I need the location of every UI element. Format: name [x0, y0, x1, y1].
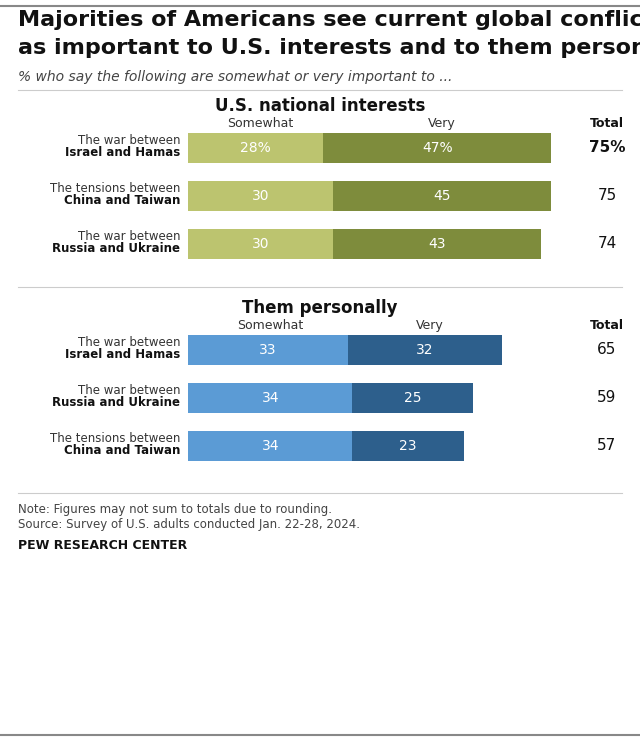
- Text: Russia and Ukraine: Russia and Ukraine: [52, 242, 180, 255]
- Text: Very: Very: [416, 319, 444, 332]
- Text: Somewhat: Somewhat: [227, 117, 294, 130]
- Text: Russia and Ukraine: Russia and Ukraine: [52, 396, 180, 409]
- Text: 74: 74: [597, 236, 616, 251]
- Bar: [188, 431, 353, 461]
- Text: The tensions between: The tensions between: [50, 182, 180, 195]
- Text: 75%: 75%: [589, 141, 625, 156]
- Bar: [333, 229, 541, 259]
- Text: Them personally: Them personally: [243, 299, 397, 317]
- Bar: [188, 383, 353, 413]
- Text: 30: 30: [252, 189, 269, 203]
- Text: Majorities of Americans see current global conflicts: Majorities of Americans see current glob…: [18, 10, 640, 30]
- Text: The war between: The war between: [77, 230, 180, 243]
- Text: % who say the following are somewhat or very important to ...: % who say the following are somewhat or …: [18, 70, 452, 84]
- Text: Note: Figures may not sum to totals due to rounding.: Note: Figures may not sum to totals due …: [18, 503, 332, 516]
- Text: Somewhat: Somewhat: [237, 319, 303, 332]
- Bar: [188, 133, 323, 163]
- Text: 33: 33: [259, 343, 276, 357]
- Text: as important to U.S. interests and to them personally: as important to U.S. interests and to th…: [18, 38, 640, 58]
- Text: 45: 45: [433, 189, 451, 203]
- Text: The tensions between: The tensions between: [50, 432, 180, 445]
- Text: 59: 59: [597, 391, 617, 405]
- Text: 65: 65: [597, 342, 617, 357]
- Text: 25: 25: [404, 391, 422, 405]
- Bar: [188, 229, 333, 259]
- Bar: [353, 431, 464, 461]
- Bar: [188, 335, 348, 365]
- Text: China and Taiwan: China and Taiwan: [63, 444, 180, 457]
- Bar: [348, 335, 502, 365]
- Text: 34: 34: [262, 391, 279, 405]
- Text: 28%: 28%: [241, 141, 271, 155]
- Text: China and Taiwan: China and Taiwan: [63, 194, 180, 207]
- Text: The war between: The war between: [77, 336, 180, 349]
- Text: Total: Total: [590, 117, 624, 130]
- Text: 32: 32: [416, 343, 434, 357]
- Text: 75: 75: [597, 188, 616, 204]
- Bar: [188, 181, 333, 211]
- Text: 47%: 47%: [422, 141, 452, 155]
- Text: Source: Survey of U.S. adults conducted Jan. 22-28, 2024.: Source: Survey of U.S. adults conducted …: [18, 518, 360, 531]
- Text: The war between: The war between: [77, 134, 180, 147]
- Text: PEW RESEARCH CENTER: PEW RESEARCH CENTER: [18, 539, 188, 552]
- Bar: [333, 181, 551, 211]
- Text: 23: 23: [399, 439, 417, 453]
- Text: U.S. national interests: U.S. national interests: [215, 97, 425, 115]
- Bar: [323, 133, 551, 163]
- Text: Israel and Hamas: Israel and Hamas: [65, 348, 180, 361]
- Text: 43: 43: [428, 237, 446, 251]
- Text: 34: 34: [262, 439, 279, 453]
- Text: Israel and Hamas: Israel and Hamas: [65, 146, 180, 159]
- Text: 30: 30: [252, 237, 269, 251]
- Text: Very: Very: [428, 117, 456, 130]
- Text: The war between: The war between: [77, 384, 180, 397]
- Text: 57: 57: [597, 439, 616, 453]
- Bar: [353, 383, 474, 413]
- Text: Total: Total: [590, 319, 624, 332]
